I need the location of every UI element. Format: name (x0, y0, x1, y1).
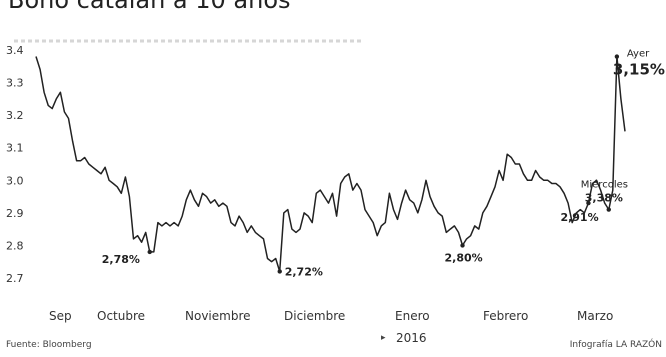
x-tick-label: Marzo (577, 309, 613, 323)
data-label-caption: Ayer (627, 49, 650, 60)
data-label: 2,72% (285, 265, 323, 278)
year-marker: ▸ (381, 333, 386, 343)
x-tick-label: Febrero (483, 309, 528, 323)
data-label: 2,80% (445, 251, 483, 264)
y-tick-label: 3.2 (6, 109, 24, 122)
y-tick-label: 3.4 (6, 44, 24, 57)
data-point-marker (460, 243, 465, 248)
credit-note: Infografía LA RAZÓN (569, 340, 662, 350)
x-tick-label: Sep (49, 309, 72, 323)
source-note: Fuente: Bloomberg (6, 340, 92, 350)
data-label: 2,78% (102, 253, 140, 266)
data-label: 3,15% (613, 61, 665, 79)
data-point-marker (277, 269, 282, 274)
year-label: 2016 (396, 331, 427, 345)
x-tick-label: Enero (395, 309, 430, 323)
data-point-marker (586, 200, 591, 206)
x-tick-label: Noviembre (185, 309, 251, 323)
y-tick-label: 3.1 (6, 142, 24, 155)
data-point-marker (614, 54, 620, 59)
series-line (35, 55, 626, 273)
x-tick-label: Octubre (97, 309, 145, 323)
x-tick-label: Diciembre (284, 309, 345, 323)
data-label: 3,38% (585, 192, 623, 205)
data-point-marker (606, 207, 611, 212)
data-label: 2,91% (560, 211, 598, 224)
data-point-marker (147, 249, 152, 255)
y-tick-label: 2.8 (6, 239, 24, 252)
chart-title: Bono catalán a 10 años (8, 0, 291, 14)
y-tick-label: 2.7 (6, 272, 24, 285)
y-tick-label: 3.0 (6, 174, 24, 187)
y-tick-label: 2.9 (6, 207, 24, 220)
y-tick-label: 3.3 (6, 77, 24, 90)
data-label-caption: Miércoles (581, 179, 628, 191)
